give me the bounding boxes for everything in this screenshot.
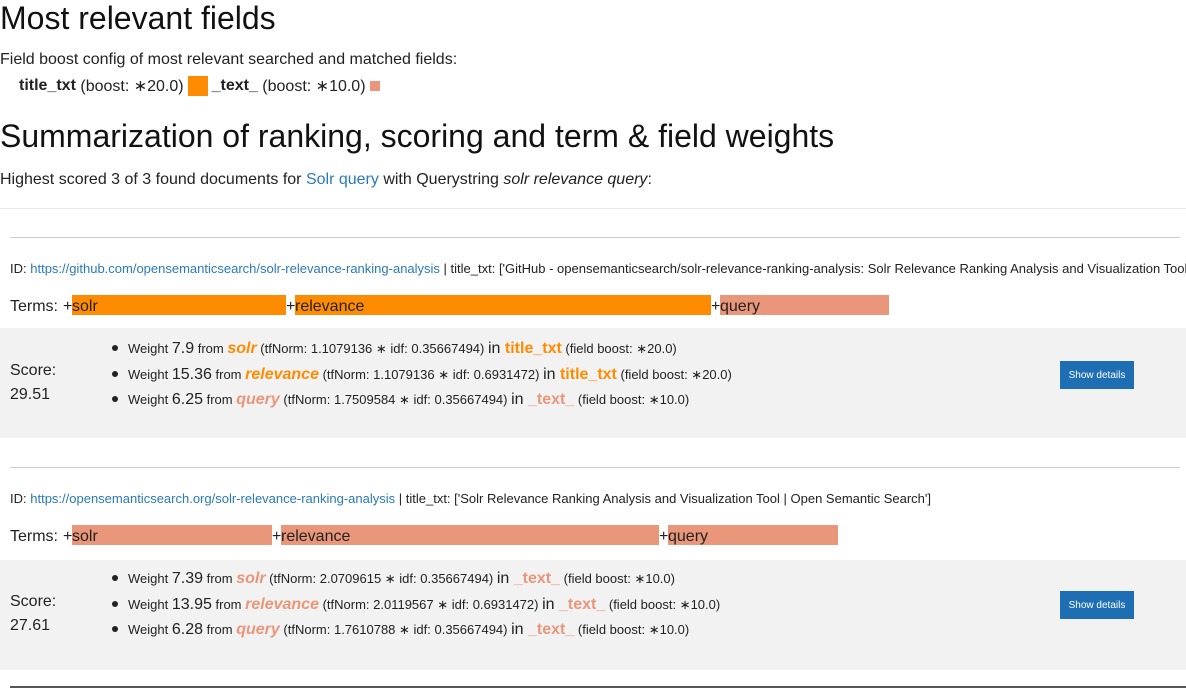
field-name: _text_	[528, 391, 575, 408]
solr-query-link[interactable]: Solr query	[305, 171, 379, 188]
bullet-icon	[112, 370, 118, 377]
weight-item: Weight 15.36 from relevance (tfNorm: 1.1…	[112, 366, 732, 392]
term-name: query	[236, 621, 280, 638]
terms-bar-row: Terms: + solr + relevance + query	[10, 295, 1010, 317]
id-label: ID:	[10, 261, 31, 276]
term-bar-relevance: relevance	[295, 295, 711, 315]
bullet-icon	[112, 396, 118, 402]
term-name: relevance	[245, 365, 319, 383]
title-txt-color-swatch	[187, 76, 208, 96]
show-details-button[interactable]: Show details	[1060, 591, 1134, 619]
term-plus: +	[272, 528, 282, 545]
weights-list: Weight 7.39 from solr (tfNorm: 2.0709615…	[112, 570, 720, 647]
term-name: query	[236, 391, 280, 408]
fields-intro-text: Field boost config of most relevant sear…	[0, 51, 458, 68]
id-label: ID:	[10, 491, 31, 506]
terms-label: Terms:	[10, 298, 58, 315]
term-bar-query: query	[720, 295, 889, 315]
score-panel: Score: 27.61 Weight 7.39 from solr (tfNo…	[0, 560, 1186, 670]
summary-heading: Summarization of ranking, scoring and te…	[0, 118, 835, 154]
term-name: relevance	[245, 595, 319, 613]
text-color-swatch	[369, 81, 380, 91]
term-name: solr	[236, 570, 266, 587]
bullet-icon	[112, 345, 118, 351]
document-divider	[10, 467, 1180, 468]
term-bar-query: query	[668, 525, 838, 545]
bullet-icon	[112, 575, 118, 581]
term-plus: +	[286, 298, 296, 315]
term-plus: +	[63, 528, 73, 545]
bullet-icon	[112, 600, 118, 607]
score-label: Score:	[10, 362, 57, 379]
field-boost-list: title_txt (boost: ∗20.0) _text_ (boost: …	[19, 73, 384, 99]
summary-suffix: :	[647, 171, 652, 188]
terms-bar-row: Terms: + solr + relevance + query	[10, 525, 1010, 547]
field-name-text: _text_	[211, 77, 258, 94]
summary-middle: with Querystring	[378, 171, 504, 188]
weight-item: Weight 13.95 from relevance (tfNorm: 2.0…	[112, 596, 720, 622]
term-bar-solr: solr	[72, 525, 272, 545]
document-id-link[interactable]: https://github.com/opensemanticsearch/so…	[30, 261, 440, 276]
field-boost-title-txt: (boost: ∗20.0)	[80, 78, 184, 95]
most-relevant-fields-heading: Most relevant fields	[0, 0, 276, 36]
field-name-title-txt: title_txt	[19, 77, 76, 94]
weight-item: Weight 6.25 from query (tfNorm: 1.750958…	[112, 391, 732, 417]
summary-prefix: Highest scored 3 of 3 found documents fo…	[0, 171, 306, 188]
weight-item: Weight 6.28 from query (tfNorm: 1.761078…	[112, 621, 720, 647]
weights-list: Weight 7.9 from solr (tfNorm: 1.1079136 …	[112, 340, 732, 417]
document-divider	[10, 237, 1180, 238]
field-name: title_txt	[559, 365, 617, 383]
term-plus: +	[659, 528, 669, 545]
field-name: title_txt	[504, 340, 562, 357]
score-panel: Score: 29.51 Weight 7.9 from solr (tfNor…	[0, 328, 1186, 438]
weight-item: Weight 7.39 from solr (tfNorm: 2.0709615…	[112, 570, 720, 596]
field-name: _text_	[513, 570, 561, 587]
document-id-link[interactable]: https://opensemanticsearch.org/solr-rele…	[30, 491, 396, 506]
score-value: 27.61	[10, 617, 51, 634]
terms-label: Terms:	[10, 528, 58, 545]
section-divider	[0, 208, 1186, 209]
document-title: | title_txt: ['Solr Relevance Ranking An…	[395, 491, 931, 506]
field-name: _text_	[559, 595, 606, 613]
summary-line: Highest scored 3 of 3 found documents fo…	[0, 171, 652, 189]
show-details-button[interactable]: Show details	[1060, 361, 1134, 389]
score-label: Score:	[10, 593, 57, 610]
document-id-line: ID: https://github.com/opensemanticsearc…	[10, 261, 1186, 276]
field-name: _text_	[528, 621, 575, 638]
term-bar-solr: solr	[72, 295, 286, 315]
bullet-icon	[112, 626, 118, 632]
term-bar-relevance: relevance	[281, 525, 659, 545]
score-value: 29.51	[10, 386, 51, 403]
document-title: | title_txt: ['GitHub - opensemanticsear…	[439, 261, 1186, 276]
field-boost-text: (boost: ∗10.0)	[262, 78, 366, 95]
querystring: solr relevance query	[503, 171, 648, 188]
document-id-line: ID: https://opensemanticsearch.org/solr-…	[10, 491, 931, 506]
weight-item: Weight 7.9 from solr (tfNorm: 1.1079136 …	[112, 340, 732, 366]
term-name: solr	[227, 340, 257, 357]
term-plus: +	[63, 298, 73, 315]
term-plus: +	[711, 298, 721, 315]
document-divider	[10, 686, 1186, 688]
